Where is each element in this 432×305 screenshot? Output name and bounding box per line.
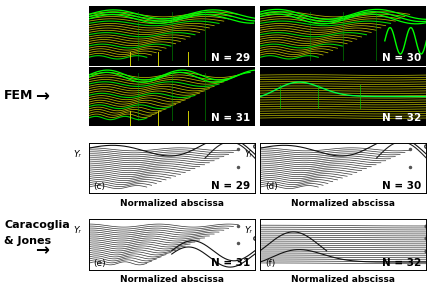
Text: N = 32: N = 32	[382, 113, 421, 123]
Text: Normalized abscissa: Normalized abscissa	[120, 199, 224, 208]
Text: (f): (f)	[265, 259, 275, 267]
Text: Normalized abscissa: Normalized abscissa	[291, 199, 395, 208]
Text: & Jones: & Jones	[4, 236, 51, 246]
Text: (e): (e)	[94, 259, 106, 267]
Text: N = 31: N = 31	[211, 258, 250, 267]
Text: Caracoglia: Caracoglia	[4, 221, 70, 230]
Text: →: →	[35, 87, 49, 105]
Text: Normalized abscissa: Normalized abscissa	[291, 275, 395, 284]
Text: N = 29: N = 29	[211, 181, 250, 191]
Text: Yᵣ: Yᵣ	[245, 226, 252, 235]
Text: →: →	[35, 241, 49, 259]
Text: Yᵣ: Yᵣ	[73, 150, 81, 159]
Text: (c): (c)	[94, 182, 105, 191]
Text: FEM: FEM	[4, 89, 34, 102]
Text: Yᵣ: Yᵣ	[245, 150, 252, 159]
Text: N = 30: N = 30	[382, 181, 421, 191]
Text: N = 29: N = 29	[211, 52, 250, 63]
Text: N = 32: N = 32	[382, 258, 421, 267]
Text: Yᵣ: Yᵣ	[73, 226, 81, 235]
Text: N = 30: N = 30	[382, 52, 421, 63]
Text: Normalized abscissa: Normalized abscissa	[120, 275, 224, 284]
Text: N = 31: N = 31	[211, 113, 250, 123]
Text: (d): (d)	[265, 182, 278, 191]
